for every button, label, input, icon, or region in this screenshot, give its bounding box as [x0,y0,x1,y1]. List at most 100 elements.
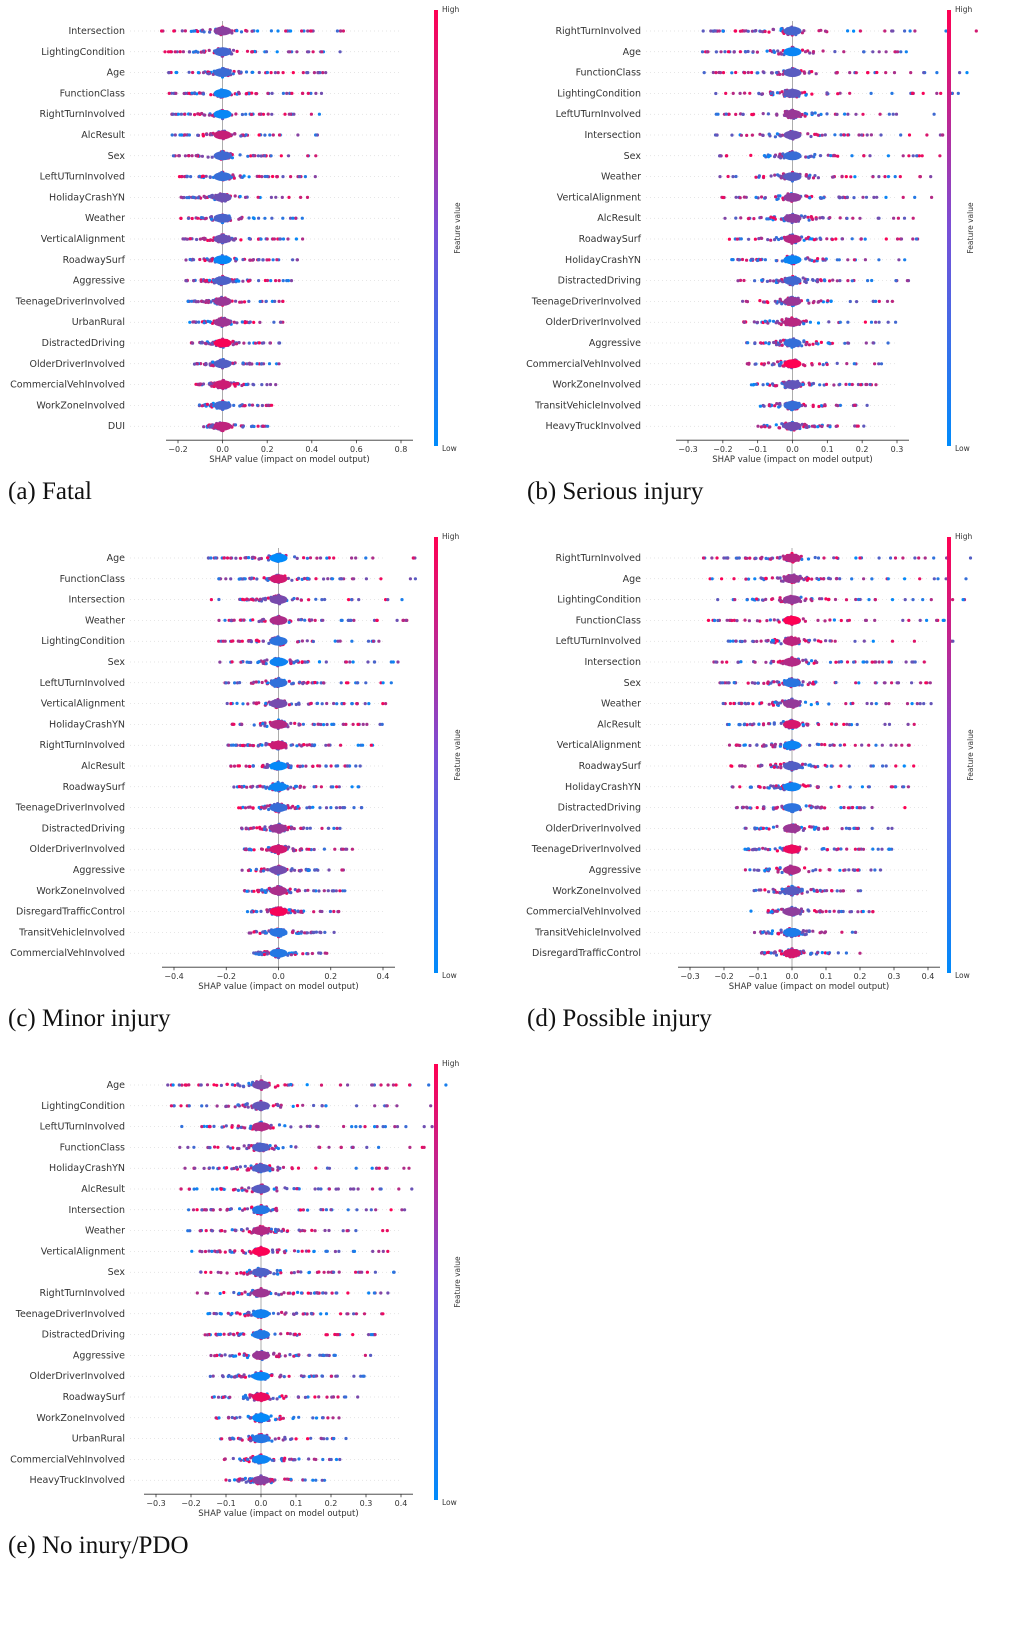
shap-point [257,133,261,137]
shap-point [291,930,295,934]
shap-point [265,868,270,872]
shap-point [350,702,354,706]
shap-point [200,154,204,158]
shap-point [317,951,321,955]
shap-point [191,50,196,54]
shap-point [765,279,769,283]
shap-point [765,619,769,623]
shap-point [275,50,279,54]
shap-point [759,215,763,220]
shap-point [825,112,829,116]
shap-point [848,71,852,75]
shap-point [292,827,296,831]
shap-point [841,195,845,200]
shap-point [774,259,778,263]
shap-density-core [269,782,288,792]
shap-point [311,805,315,809]
shap-point [831,278,835,282]
shap-point [240,722,244,727]
shap-density-core [213,109,232,119]
shap-point [349,618,353,622]
shap-point [296,640,300,644]
feature-label: Aggressive [73,276,125,287]
shap-point [293,868,297,872]
shap-point [772,680,776,684]
shap-point [743,618,747,622]
shap-point [234,743,238,747]
feature-label: HolidayCrashYN [49,719,125,730]
shap-point [258,299,262,304]
shap-point [343,889,347,893]
shap-point [340,577,344,581]
shap-point [907,154,911,158]
shap-point [288,659,292,663]
colorbar-low-label: Low [955,444,970,453]
shap-density-core [269,657,288,667]
shap-point [290,578,294,582]
beeswarm-row [242,844,354,856]
shap-point [206,155,210,159]
shap-point [865,403,869,407]
beeswarm-row [229,760,362,771]
shap-point [335,29,339,33]
shap-point [312,722,316,727]
shap-point [308,702,313,706]
shap-point [396,660,400,664]
shap-point [210,341,214,345]
shap-point [413,577,417,581]
shap-point [775,91,780,95]
shap-point [321,681,326,685]
shap-point [838,320,842,324]
shap-point [312,889,316,893]
shap-density-core [783,47,802,57]
feature-label: RightTurnInvolved [555,553,641,564]
shap-point [202,300,206,304]
shap-density-core [269,678,288,688]
shap-point [304,764,308,768]
shap-point [844,382,848,386]
shap-point [890,91,894,95]
shap-point [217,618,221,622]
shap-point [873,362,877,366]
shap-point [832,383,836,387]
shap-point [910,91,914,95]
shap-point [743,50,747,54]
shap-point [835,279,839,283]
shap-point [263,724,267,728]
shap-density-core [783,109,802,119]
shap-point [843,341,847,345]
shap-point [804,319,808,323]
shap-point [822,196,826,200]
shap-point [258,825,262,829]
shap-point [817,362,822,366]
shap-point [738,29,743,33]
shap-point [350,847,354,851]
shap-point [871,639,875,643]
shap-point [352,577,356,581]
shap-density-core [783,359,802,369]
shap-point [264,701,268,705]
shap-point [189,299,194,303]
shap-point [263,890,268,894]
shap-point [190,216,194,221]
shap-point [251,70,255,74]
shap-point [182,195,186,200]
shap-point [230,156,234,160]
shap-point [806,298,810,302]
shap-point [823,403,827,407]
shap-point [903,577,907,581]
shap-point [825,91,829,95]
beeswarm-row [202,421,270,433]
shap-point [755,71,759,75]
shap-point [751,257,755,261]
shap-point [875,70,879,75]
feature-label: TeenageDriverInvolved [15,803,125,814]
shap-point [251,806,255,810]
shap-point [899,133,903,137]
shap-point [260,888,264,892]
shap-point [759,425,763,429]
shap-point [807,638,812,642]
shap-point [775,112,779,116]
beeswarm-row [197,399,274,411]
shap-point [299,195,303,199]
